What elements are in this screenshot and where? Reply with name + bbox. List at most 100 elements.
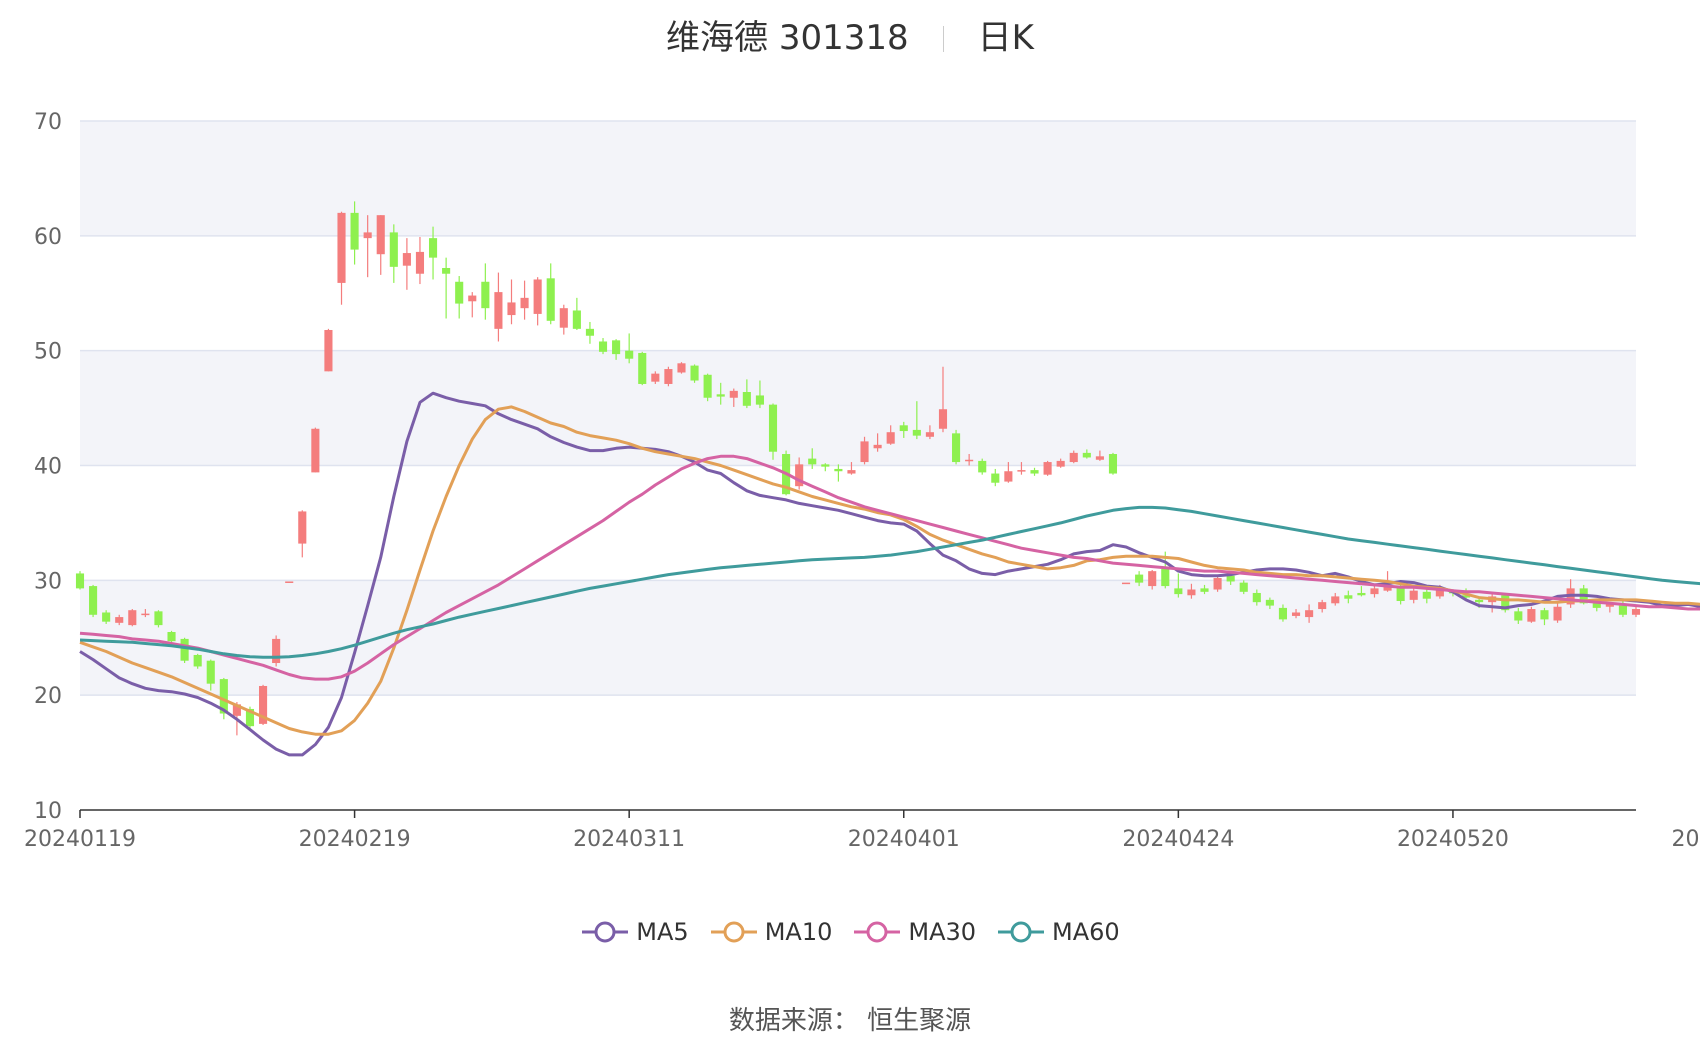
- candle: [1409, 587, 1418, 604]
- candle: [965, 454, 974, 466]
- candle: [1030, 467, 1039, 476]
- series-line-ma30: [79, 454, 1700, 681]
- candle-body: [180, 638, 189, 661]
- candle: [1514, 607, 1523, 624]
- candle: [1252, 589, 1261, 606]
- candle-body: [1069, 452, 1078, 463]
- candle-body: [494, 292, 503, 329]
- candle-body: [1043, 462, 1052, 475]
- legend-item-ma5[interactable]: MA5: [580, 918, 689, 946]
- x-axis: 20240119 20240219 20240311 20240401 20240424…: [24, 809, 1700, 852]
- candle-body: [455, 281, 464, 304]
- candle: [1239, 580, 1248, 595]
- y-axis: 10 20 30 40 50 60 70: [34, 110, 62, 824]
- candle-body: [742, 392, 751, 406]
- candle: [1082, 449, 1091, 459]
- candle-body: [1553, 606, 1562, 621]
- chart-title: 维海德 301318 日K: [0, 10, 1700, 59]
- candle: [1370, 586, 1379, 598]
- candle: [559, 304, 568, 335]
- candle: [1553, 601, 1562, 623]
- candle: [298, 510, 307, 558]
- candle: [860, 436, 869, 465]
- candle-body: [1082, 452, 1091, 458]
- candle-body: [834, 468, 843, 472]
- candle: [1200, 584, 1209, 595]
- candle-body: [363, 232, 372, 239]
- candle-body: [1004, 471, 1013, 482]
- candle: [690, 364, 699, 383]
- candle-body: [1056, 460, 1065, 467]
- candle: [1305, 604, 1314, 623]
- legend-label: MA30: [908, 918, 977, 946]
- candle: [834, 464, 843, 482]
- candle-body: [664, 369, 673, 384]
- candle: [1265, 597, 1274, 610]
- candle: [991, 468, 1000, 487]
- y-tick-label: 10: [34, 799, 62, 824]
- candle: [1501, 592, 1510, 613]
- candle-body: [1475, 599, 1484, 603]
- candle: [546, 263, 555, 325]
- grid-band: [80, 350, 1636, 466]
- candle-body: [376, 215, 385, 255]
- candle-body: [965, 459, 974, 462]
- candle-body: [1514, 611, 1523, 621]
- candle: [978, 458, 987, 475]
- candle-body: [128, 610, 137, 626]
- candle-body: [703, 374, 712, 398]
- candle-body: [1213, 578, 1222, 590]
- candle-body: [206, 660, 215, 684]
- candle: [1278, 604, 1288, 622]
- candle: [468, 292, 477, 318]
- candle-body: [847, 470, 856, 474]
- candle: [507, 279, 516, 325]
- legend-marker-icon: [854, 921, 901, 943]
- candle-body: [1318, 602, 1327, 610]
- candle: [206, 659, 215, 691]
- legend-item-ma10[interactable]: MA10: [709, 918, 832, 946]
- candle: [1121, 582, 1131, 585]
- candle-body: [1030, 470, 1039, 474]
- series-line-ma60: [79, 505, 1700, 659]
- candle: [311, 427, 320, 473]
- candle: [572, 297, 581, 330]
- candle-body: [925, 432, 934, 437]
- candle-body: [389, 232, 398, 267]
- candle-body: [938, 409, 948, 429]
- candle-body: [808, 458, 817, 465]
- candle: [1017, 462, 1026, 475]
- candle-body: [598, 341, 608, 352]
- x-tick-label: 20240424: [1122, 827, 1234, 852]
- y-tick-label: 70: [34, 110, 62, 135]
- legend: MA5 MA10 MA30 MA60: [0, 918, 1700, 946]
- candle-body: [612, 340, 621, 355]
- candle: [677, 362, 686, 374]
- legend-item-ma60[interactable]: MA60: [996, 918, 1120, 946]
- y-tick-label: 60: [34, 225, 62, 250]
- legend-item-ma30[interactable]: MA30: [852, 918, 976, 946]
- candle-body: [1331, 596, 1340, 604]
- candle-body: [821, 464, 830, 467]
- candle-body: [991, 473, 1000, 483]
- candle-body: [219, 679, 228, 714]
- candle: [808, 448, 817, 469]
- candle: [428, 226, 438, 280]
- candle-body: [978, 460, 987, 473]
- candle: [324, 328, 333, 372]
- candle-body: [154, 611, 163, 626]
- candle-body: [232, 704, 241, 716]
- candle: [154, 610, 163, 628]
- candle: [1540, 607, 1549, 626]
- candle-body: [298, 511, 307, 544]
- candle-body: [415, 251, 425, 274]
- candle-body: [1540, 610, 1549, 620]
- candle: [115, 614, 124, 626]
- legend-marker-icon: [582, 921, 629, 943]
- series-line-ma5: [79, 391, 1700, 757]
- candle-body: [1200, 588, 1209, 592]
- candle-body: [559, 308, 568, 328]
- candle-body: [141, 613, 150, 616]
- candle: [89, 584, 98, 618]
- candle: [625, 333, 634, 364]
